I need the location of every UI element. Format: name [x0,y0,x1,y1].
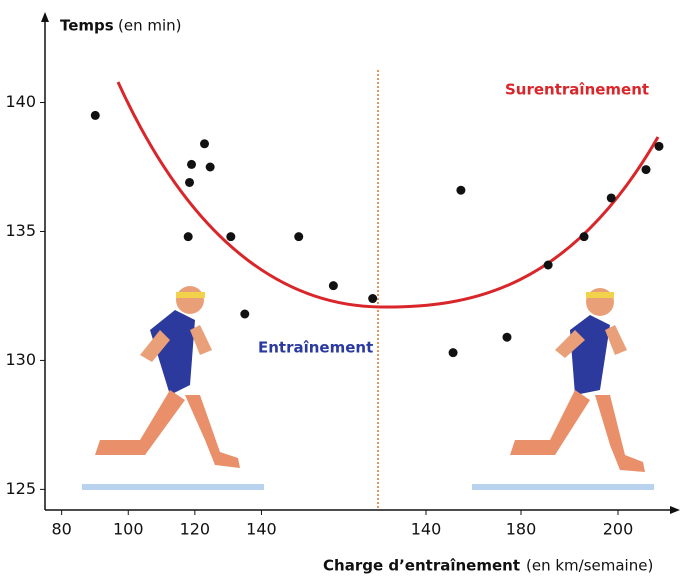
y-arrow [41,12,49,22]
point [200,139,209,148]
point [456,186,465,195]
point [187,160,196,169]
y-label-unit: (en min) [118,17,182,35]
point [642,165,651,174]
x-tick-label: 140 [246,520,277,539]
chart: Temps (en min) Charge d’entraînement (en… [0,0,681,577]
y-label: Temps [60,17,114,35]
point [580,232,589,241]
point [544,261,553,270]
runner-left [82,286,264,490]
y-tick-label: 135 [5,221,36,240]
point [294,232,303,241]
x-tick-label: 100 [113,520,144,539]
x-label: Charge d’entraînement [323,557,520,575]
point [329,281,338,290]
point [449,348,458,357]
y-tick-label: 125 [5,479,36,498]
point [185,178,194,187]
y-tick-label: 140 [5,92,36,111]
trend-curve [118,82,658,307]
point [368,294,377,303]
x-tick-label: 180 [506,520,537,539]
annotation: Entraînement [258,339,373,357]
point [206,163,215,172]
x-tick-label: 140 [411,520,442,539]
point [184,232,193,241]
runner-right [472,288,654,490]
x-tick-label: 200 [603,520,634,539]
point [91,111,100,120]
point [607,193,616,202]
x-arrow [670,506,680,514]
point [240,310,249,319]
point [226,232,235,241]
y-tick-label: 130 [5,350,36,369]
x-tick-label: 80 [51,520,71,539]
x-label-unit: (en km/semaine) [526,557,653,575]
annotation: Surentraînement [505,81,649,99]
point [502,333,511,342]
x-tick-label: 120 [180,520,211,539]
point [655,142,664,151]
